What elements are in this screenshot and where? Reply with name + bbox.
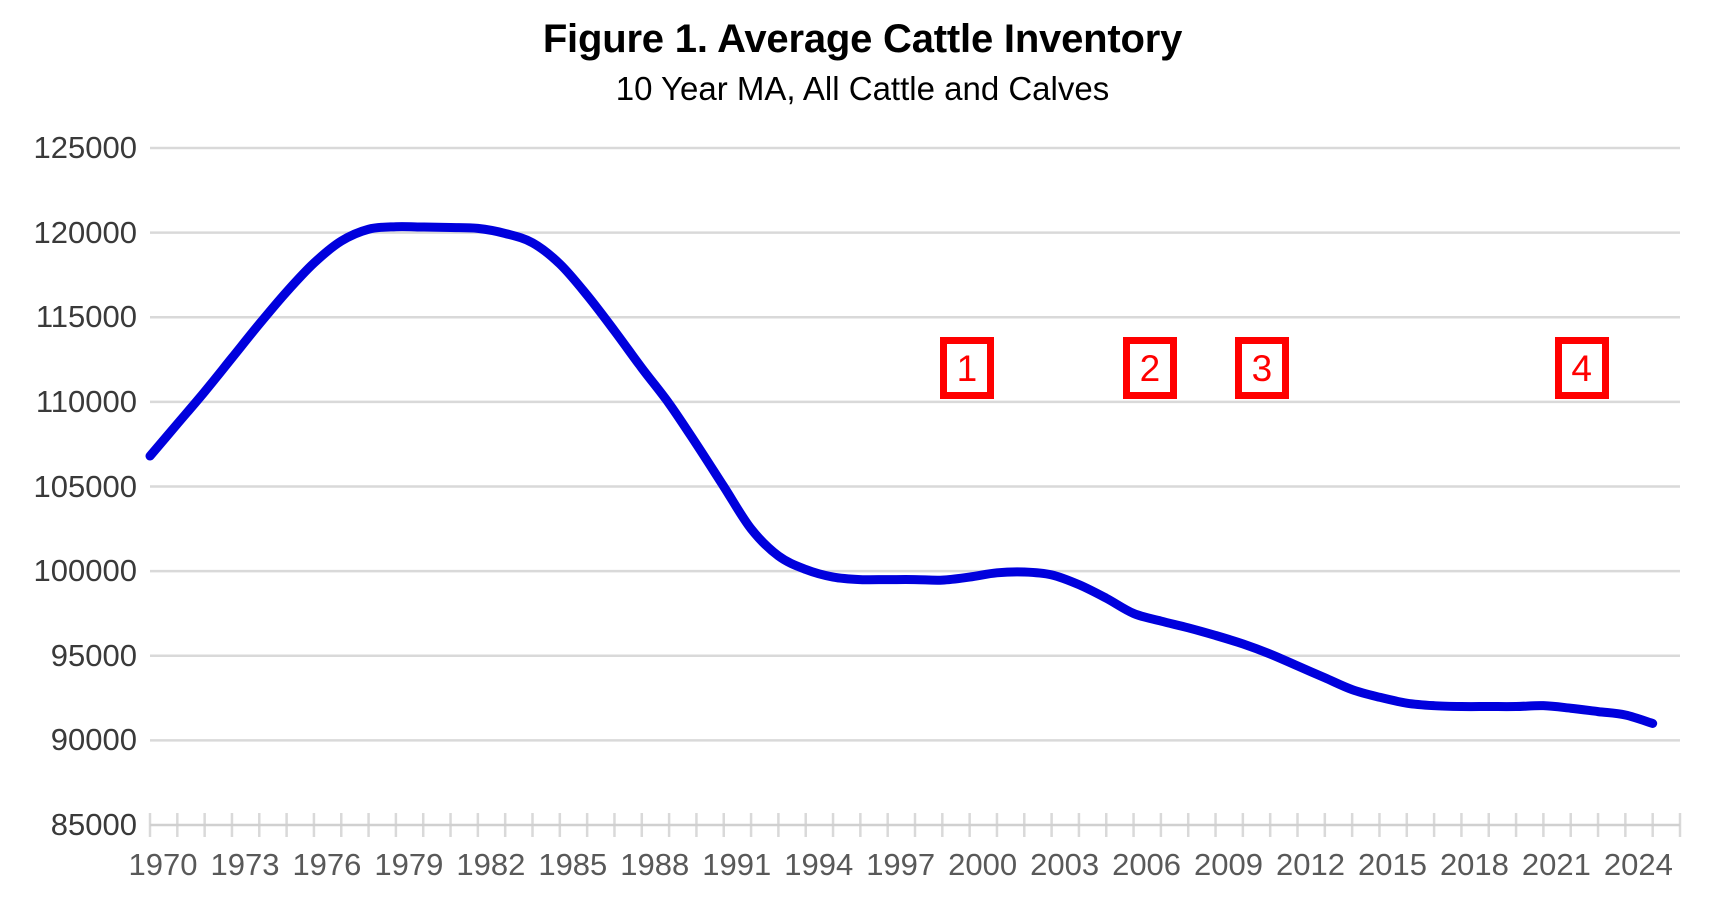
x-tick-label: 1985 xyxy=(538,847,608,882)
x-tick-label: 1997 xyxy=(866,847,936,882)
gridlines xyxy=(150,146,1680,742)
x-tick-label: 1979 xyxy=(374,847,444,882)
x-tick-label: 2024 xyxy=(1603,847,1673,882)
x-tick-label: 1994 xyxy=(784,847,854,882)
annotation-box-2: 2 xyxy=(1122,337,1177,400)
x-tick-label: 2000 xyxy=(948,847,1018,882)
x-tick-label: 2012 xyxy=(1276,847,1345,882)
annotation-box-4: 4 xyxy=(1554,337,1609,400)
x-tick-label: 1988 xyxy=(620,847,690,882)
y-tick-label: 110000 xyxy=(35,383,137,419)
y-tick-label: 100000 xyxy=(33,553,137,589)
x-tick-label: 1973 xyxy=(210,847,280,882)
y-tick-label: 105000 xyxy=(33,468,137,504)
x-tick-label: 2009 xyxy=(1194,847,1264,882)
x-tick-label: 2006 xyxy=(1112,847,1182,882)
x-tick-label: 1982 xyxy=(456,847,526,882)
annotation-box-1: 1 xyxy=(939,337,994,400)
x-tick-label: 2021 xyxy=(1521,847,1591,882)
y-tick-label: 125000 xyxy=(33,130,137,165)
x-tick-label: 1991 xyxy=(702,847,772,882)
y-tick-label: 85000 xyxy=(50,807,137,842)
x-tick-label: 1970 xyxy=(128,847,198,882)
x-tick-label: 2018 xyxy=(1439,847,1509,882)
annotation-box-3: 3 xyxy=(1234,337,1289,400)
chart-subtitle: 10 Year MA, All Cattle and Calves xyxy=(615,70,1110,107)
x-tick-label: 1976 xyxy=(292,847,362,882)
y-tick-label: 95000 xyxy=(50,637,137,673)
y-tick-label: 115000 xyxy=(35,299,137,335)
y-tick-label: 90000 xyxy=(50,722,137,758)
data-series-line xyxy=(145,222,1658,728)
chart-title: Figure 1. Average Cattle Inventory xyxy=(542,17,1183,61)
x-tick-label: 2003 xyxy=(1030,847,1100,882)
x-tick-label: 2015 xyxy=(1357,847,1427,882)
y-tick-label: 120000 xyxy=(33,214,137,250)
